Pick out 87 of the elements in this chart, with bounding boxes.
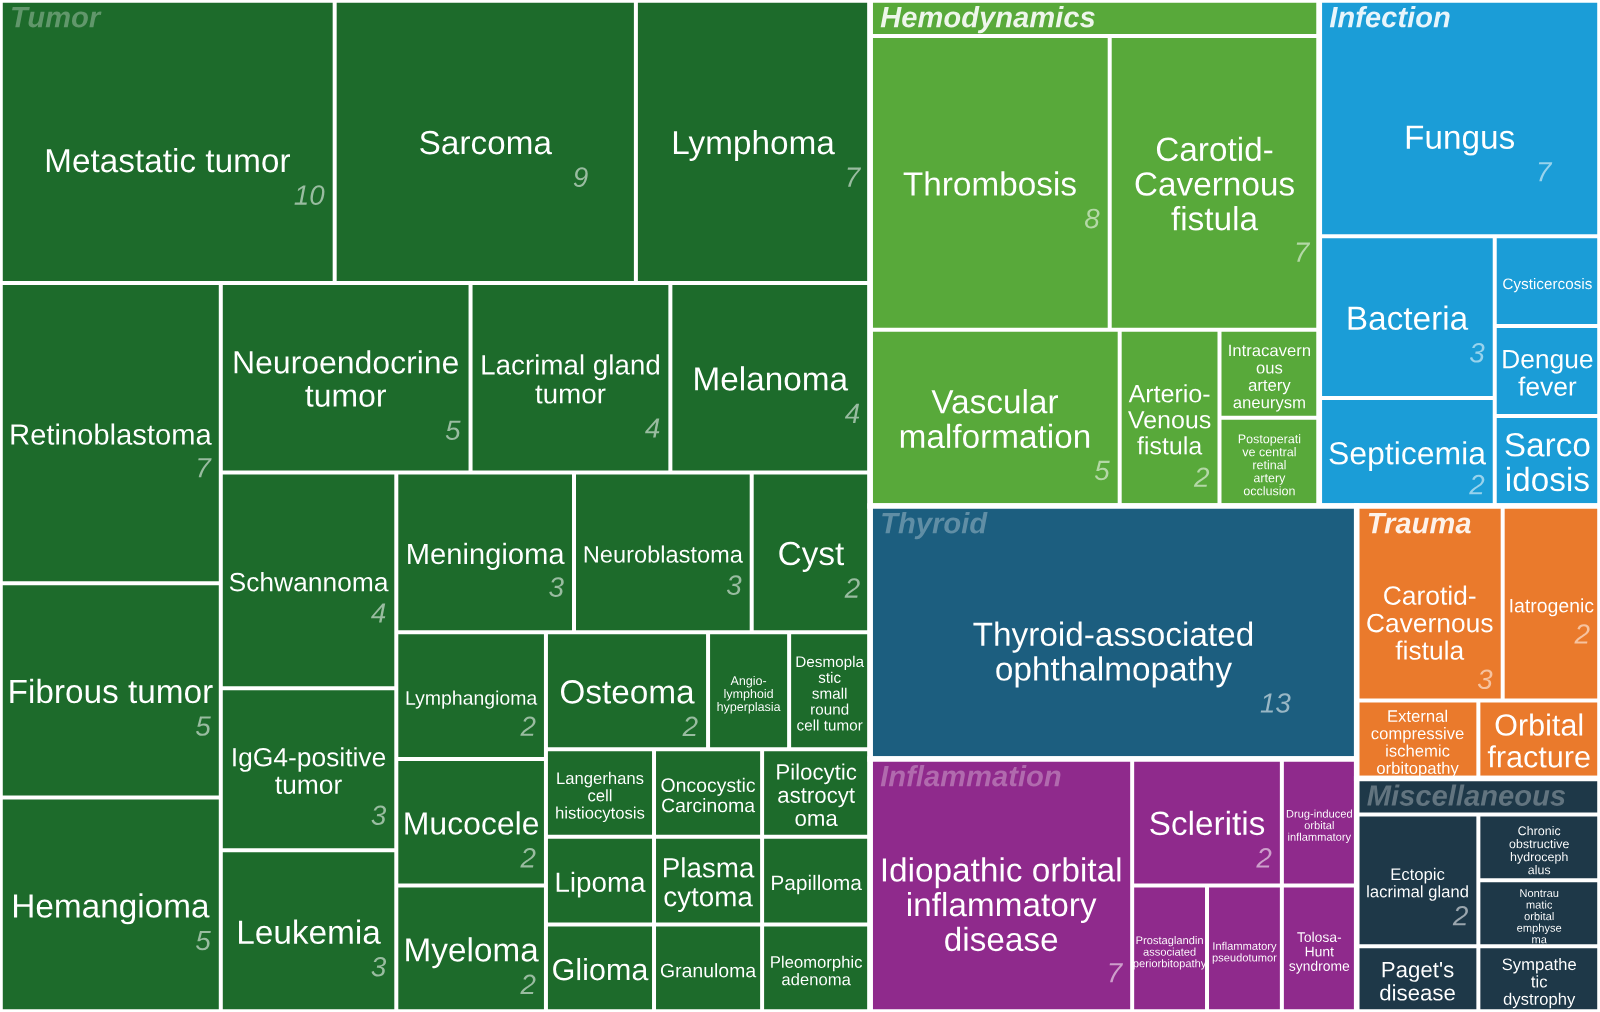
category-label: Pleomorphic adenoma: [771, 955, 863, 986]
data-label: 7: [847, 167, 862, 187]
category-label: Lymphoma: [673, 129, 835, 161]
data-label: 4: [844, 403, 860, 423]
category-label: Osteoma: [560, 680, 695, 704]
data-label: 2: [1193, 467, 1210, 487]
data-label: 9: [573, 167, 588, 187]
series-label: Trauma: [1368, 513, 1471, 534]
category-label: Neuroblastoma: [584, 545, 743, 563]
data-label: 7: [1296, 242, 1311, 262]
data-label: 7: [1109, 963, 1124, 983]
category-label: IgG4-positive tumor: [233, 747, 386, 795]
data-label: 3: [371, 956, 387, 977]
category-label: Orbital fracture: [1487, 713, 1590, 768]
category-label: Iatrogenic: [1510, 598, 1594, 617]
category-label: Fungus: [1406, 125, 1515, 156]
series-label: Inflammation: [880, 765, 1061, 787]
data-label: 3: [371, 805, 387, 826]
data-label: 2: [520, 716, 536, 736]
data-label: 7: [1538, 162, 1553, 182]
data-label: 3: [1469, 342, 1485, 363]
data-label: 13: [1260, 693, 1291, 713]
data-label: 5: [195, 930, 211, 951]
category-label: Sympathe tic dystrophy: [1502, 957, 1576, 1009]
category-label: Melanoma: [695, 366, 849, 391]
data-label: 7: [198, 458, 212, 478]
category-label: Hemangioma: [14, 893, 210, 925]
category-label: Bacteria: [1348, 305, 1469, 331]
category-label: Carotid- Cavernous fistula: [1135, 136, 1294, 231]
category-label: Septicemia: [1329, 441, 1487, 471]
data-label: 2: [1256, 848, 1272, 868]
category-label: Meningioma: [408, 542, 565, 571]
category-label: Paget's disease: [1380, 961, 1455, 1001]
data-label: 5: [195, 716, 211, 736]
series-label: Hemodynamics: [880, 6, 1095, 34]
category-label: Vascular malformation: [900, 388, 1090, 449]
category-label: External compressive ischemic orbitopathy: [1371, 709, 1464, 778]
data-label: 2: [520, 848, 536, 868]
data-label: 4: [371, 603, 386, 623]
category-label: Arterio- Venous fistula: [1127, 384, 1211, 455]
category-label: Oncocystic Carcinoma: [661, 777, 756, 813]
data-label: 5: [445, 420, 461, 441]
category-label: Schwannoma: [229, 572, 389, 592]
data-label: 2: [1574, 624, 1590, 644]
data-label: 10: [294, 185, 325, 205]
category-label: Neuroendocrine tumor: [234, 350, 458, 407]
category-label: Sarcoma: [420, 130, 552, 155]
data-label: 2: [844, 578, 860, 598]
category-label: Fibrous tumor: [10, 678, 213, 704]
data-label: 3: [726, 575, 742, 595]
category-label: Intracavern ous artery aneurysm: [1229, 344, 1310, 412]
data-label: 2: [520, 974, 536, 994]
category-label: Lacrimal gland tumor: [482, 354, 659, 404]
category-label: Papilloma: [772, 874, 862, 895]
category-label: Granuloma: [660, 963, 757, 978]
data-label: 5: [1094, 460, 1110, 481]
data-label: 3: [549, 577, 564, 597]
data-label: 4: [645, 418, 660, 438]
category-label: Plasma cytoma: [664, 857, 755, 912]
data-label: 2: [682, 716, 698, 736]
category-label: Thrombosis: [903, 171, 1076, 196]
category-label: Leukemia: [239, 919, 381, 945]
category-label: Glioma: [553, 957, 649, 981]
series-label: Miscellaneous: [1367, 784, 1566, 806]
category-label: Lipoma: [556, 871, 646, 898]
category-label: Dengue fever: [1503, 350, 1593, 396]
data-label: 8: [1084, 208, 1100, 229]
category-label: Mucocele: [405, 811, 539, 835]
series-label: Infection: [1329, 6, 1450, 28]
data-label: 3: [1477, 669, 1493, 690]
category-label: Myeloma: [406, 937, 539, 969]
category-label: Cyst: [779, 541, 845, 572]
category-label: Metastatic tumor: [46, 147, 290, 173]
category-label: Pilocytic astrocyt oma: [777, 763, 857, 827]
category-label: Sarco idosis: [1505, 433, 1590, 492]
category-label: Ectopic lacrimal gland: [1367, 867, 1468, 901]
series-label: Thyroid: [882, 512, 988, 540]
category-label: Retinoblastoma: [11, 423, 212, 445]
data-label: 2: [1469, 474, 1485, 495]
category-label: Idiopathic orbital inflammatory disease: [882, 857, 1121, 952]
category-label: Scleritis: [1150, 810, 1265, 836]
data-label: 2: [1452, 905, 1468, 926]
category-label: Langerhans cell histiocytosis: [556, 771, 645, 823]
series-label: Tumor: [12, 7, 102, 28]
category-label: Lymphangioma: [406, 690, 538, 709]
category-label: Carotid- Cavernous fistula: [1367, 585, 1493, 660]
category-label: Thyroid-associated ophthalmopathy: [973, 621, 1253, 688]
